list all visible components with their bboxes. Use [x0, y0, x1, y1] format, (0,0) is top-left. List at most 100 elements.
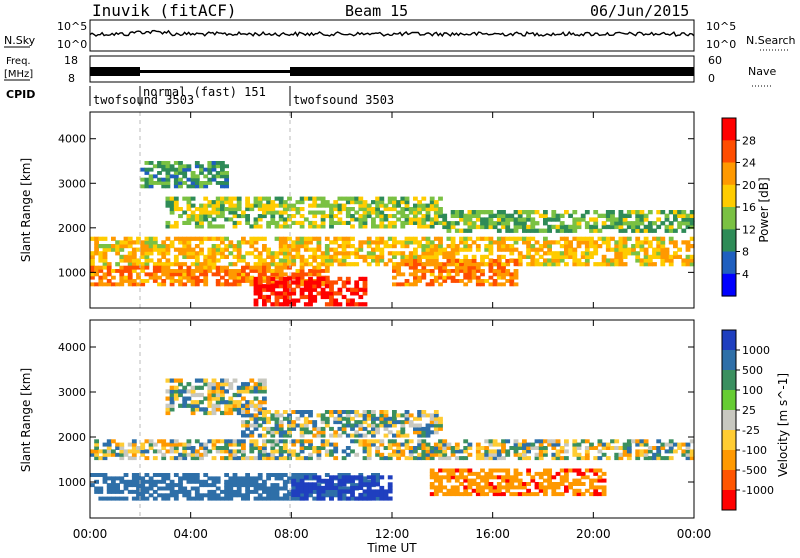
power-cell [530, 210, 536, 215]
power-cell [224, 279, 229, 283]
velocity-cell [228, 489, 234, 494]
power-cell [471, 275, 477, 280]
velocity-cell [299, 496, 305, 501]
velocity-cell [685, 452, 691, 457]
power-cell [396, 210, 401, 215]
power-cell [656, 217, 662, 222]
velocity-cell [467, 468, 473, 473]
power-cell [140, 184, 146, 189]
power-cell [530, 221, 536, 226]
velocity-cell [308, 493, 313, 498]
velocity-cell [341, 430, 347, 435]
velocity-cell [94, 442, 99, 447]
power-cell [429, 279, 435, 283]
velocity-cell [111, 483, 116, 488]
velocity-cell [413, 423, 418, 428]
power-cell [190, 236, 196, 241]
power-ylabel: Slant Range [km] [19, 158, 33, 262]
power-cell [429, 254, 435, 259]
velocity-cell [194, 489, 200, 494]
velocity-cell [371, 475, 376, 480]
power-cell [236, 220, 242, 225]
noise-trace [89, 29, 695, 38]
velocity-cell [173, 439, 179, 444]
velocity-cell [375, 439, 380, 444]
power-cell [106, 244, 112, 249]
power-cell [559, 244, 565, 249]
power-cell [253, 287, 259, 292]
velocity-cell [362, 410, 368, 414]
power-cell [400, 259, 406, 263]
power-cell [438, 275, 443, 280]
velocity-cell [169, 479, 175, 484]
velocity-cell [262, 446, 267, 450]
velocity-cell [278, 496, 284, 501]
power-cell [308, 280, 313, 285]
velocity-cell [450, 475, 456, 480]
velocity-cell [639, 452, 645, 457]
velocity-cell [488, 442, 494, 447]
velocity-cell [295, 489, 301, 494]
velocity-cell [446, 456, 452, 461]
velocity-cell [668, 449, 674, 454]
power-cell [513, 272, 519, 277]
velocity-cell [182, 385, 188, 390]
velocity-cell [312, 489, 318, 494]
power-cell [333, 200, 339, 205]
power-cell [463, 244, 469, 249]
power-cell [127, 258, 133, 263]
velocity-cell [589, 492, 594, 497]
power-cell [467, 224, 473, 230]
velocity-cell [131, 479, 137, 484]
velocity-cell [262, 496, 267, 501]
power-cell [270, 269, 276, 273]
velocity-cell [211, 392, 217, 398]
power-cell [605, 217, 611, 222]
velocity-cell [274, 473, 280, 477]
velocity-cell [404, 416, 410, 421]
power-cell [161, 282, 167, 287]
power-cell [266, 224, 271, 229]
power-cell [467, 228, 473, 233]
velocity-cell [538, 471, 544, 476]
power-cell [262, 279, 267, 283]
velocity-cell [496, 452, 502, 457]
velocity-cell [362, 413, 368, 418]
power-cell [337, 258, 343, 263]
freq-bar-3 [290, 67, 694, 76]
power-cell [312, 269, 318, 273]
velocity-cell [425, 452, 431, 457]
velocity-cell [534, 446, 540, 450]
cpid-segment-3: twofsound 3503 [293, 93, 394, 107]
velocity-cell [215, 493, 221, 498]
power-cell [467, 279, 473, 283]
velocity-cell [262, 479, 267, 484]
power-cell [551, 262, 557, 267]
power-cell [106, 262, 112, 267]
power-cell [421, 214, 427, 219]
power-cell [224, 282, 229, 287]
velocity-cell [488, 475, 494, 480]
velocity-cell [392, 413, 397, 418]
velocity-cell [576, 468, 582, 473]
power-cell [513, 224, 519, 230]
power-cell [421, 217, 427, 222]
power-cell [488, 224, 494, 230]
power-cell [312, 254, 318, 259]
velocity-cell [102, 456, 108, 461]
velocity-cell [463, 446, 469, 450]
velocity-cell [287, 493, 292, 498]
power-cell [622, 217, 628, 222]
power-cell [375, 196, 380, 201]
velocity-cell [253, 403, 259, 408]
power-cell [186, 265, 192, 270]
velocity-cell [350, 492, 355, 497]
power-cell [517, 221, 523, 226]
power-cell [429, 207, 435, 212]
velocity-cell [593, 446, 599, 450]
power-cell [413, 247, 418, 252]
power-cell [144, 244, 150, 249]
power-cell [501, 262, 506, 267]
power-cell [580, 251, 586, 256]
